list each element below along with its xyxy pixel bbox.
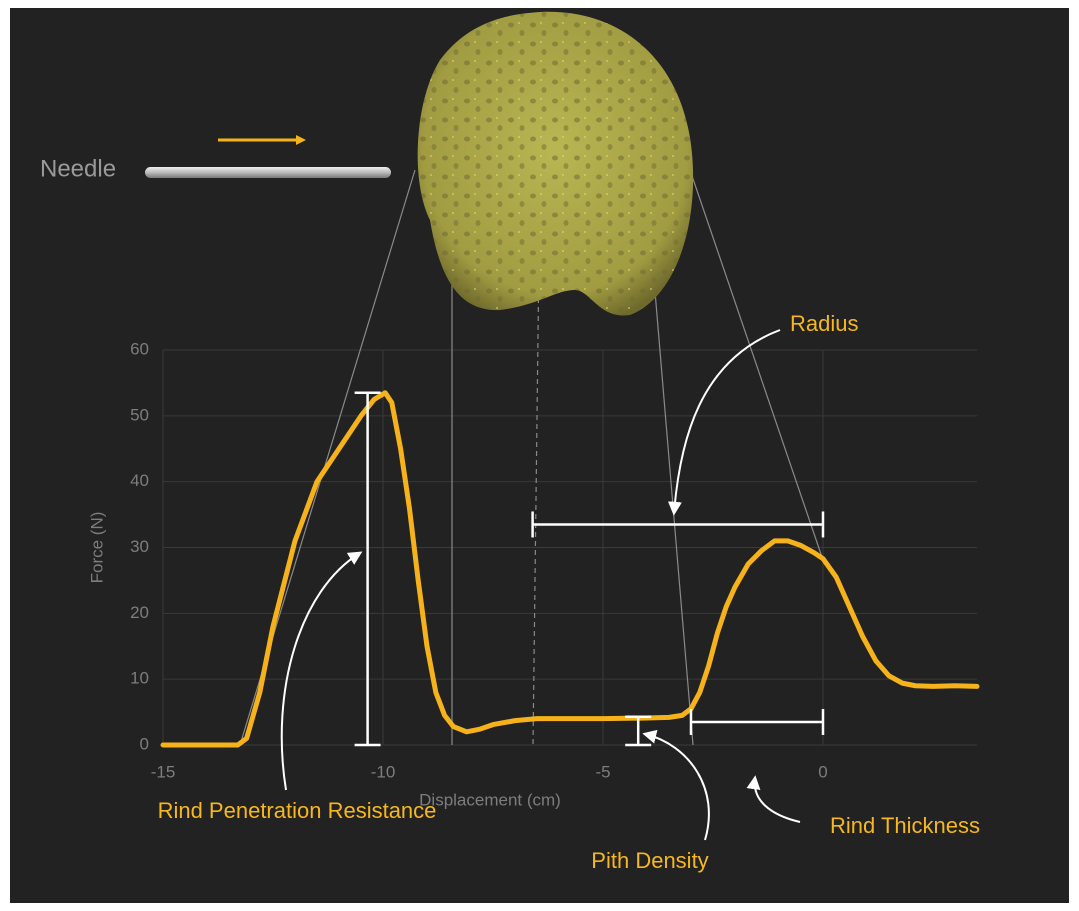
- page: {"illustration": {"label": "Needle"}, "c…: [0, 0, 1079, 911]
- annotation-label: Radius: [790, 311, 858, 336]
- y-tick-label: 20: [130, 603, 149, 622]
- y-tick-label: 30: [130, 537, 149, 556]
- annotation-label: Rind Thickness: [830, 813, 980, 838]
- stalk-illustration: [418, 12, 693, 316]
- y-tick-label: 50: [130, 405, 149, 424]
- y-tick-label: 40: [130, 471, 149, 490]
- y-axis-label: Force (N): [87, 512, 106, 584]
- needle-label: Needle: [40, 155, 116, 182]
- needle: [145, 167, 391, 178]
- annotation-label: Rind Penetration Resistance: [158, 798, 437, 823]
- figure: 0 10 20 30 40 50 60 -15 -10 -5 0 Displacement (cm) F…: [0, 0, 1079, 911]
- x-tick-label: -15: [151, 762, 176, 781]
- y-tick-label: 0: [140, 734, 149, 753]
- annotation-label: Pith Density: [591, 848, 708, 873]
- x-axis-label: Displacement (cm): [419, 790, 561, 809]
- x-tick-label: -5: [595, 762, 610, 781]
- x-tick-label: -10: [371, 762, 396, 781]
- y-tick-label: 10: [130, 669, 149, 688]
- y-tick-label: 60: [130, 339, 149, 358]
- x-tick-label: 0: [818, 762, 827, 781]
